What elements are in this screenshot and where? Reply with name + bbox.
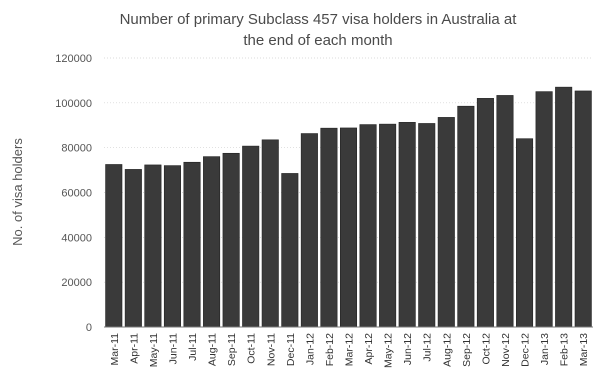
x-tick-label: Jan-12 (304, 333, 316, 365)
x-tick-label: Nov-12 (500, 333, 512, 367)
y-tick-label: 40000 (61, 232, 92, 244)
bar-Sep-12 (457, 105, 475, 328)
y-axis-label: No. of visa holders (10, 138, 25, 246)
bar-Mar-12 (339, 127, 358, 328)
x-tick-label: Dec-12 (520, 333, 532, 367)
bar-Dec-12 (516, 138, 534, 328)
bar-Nov-11 (261, 139, 279, 328)
bar-Nov-12 (496, 95, 514, 328)
x-tick-label: Aug-11 (207, 333, 219, 366)
chart-title-line1: Number of primary Subclass 457 visa hold… (120, 11, 518, 28)
x-tick-label: Jul-12 (422, 333, 434, 362)
x-tick-label: Jan-13 (539, 333, 551, 365)
y-tick-label: 60000 (61, 188, 92, 200)
bar-Apr-12 (359, 124, 377, 328)
bar-Jun-11 (163, 165, 181, 328)
y-axis-ticks: 0 20000 40000 60000 80000 100000 120000 (55, 53, 92, 334)
bar-Mar-13 (574, 90, 592, 328)
x-tick-label: May-12 (383, 333, 395, 368)
x-tick-label: Jun-11 (167, 333, 179, 364)
bar-Mar-11 (105, 164, 123, 328)
y-tick-label: 120000 (55, 53, 92, 65)
y-tick-label: 100000 (55, 98, 92, 110)
x-tick-label: Feb-13 (559, 333, 571, 366)
bar-Apr-11 (124, 169, 142, 328)
x-tick-label: Jun-12 (402, 333, 414, 365)
x-tick-label: Mar-12 (344, 333, 356, 366)
x-tick-label: Nov-11 (265, 333, 277, 366)
x-tick-label: Jul-11 (187, 333, 199, 361)
y-tick-label: 80000 (61, 143, 92, 155)
x-tick-label: Oct-12 (480, 333, 492, 365)
bar-Feb-13 (555, 86, 573, 328)
bar-Feb-12 (320, 127, 338, 328)
y-tick-label: 20000 (61, 277, 92, 289)
bar-Jan-13 (535, 91, 553, 328)
bar-Jul-11 (183, 161, 201, 328)
x-tick-label: Apr-11 (128, 333, 140, 364)
x-tick-label: Feb-12 (324, 333, 336, 366)
bars (105, 86, 592, 328)
bar-Sep-11 (222, 152, 240, 328)
y-tick-label: 0 (86, 322, 92, 334)
x-tick-label: May-11 (148, 333, 160, 367)
x-tick-label: Dec-11 (285, 333, 297, 366)
bar-Oct-12 (476, 98, 494, 328)
bar-May-12 (379, 123, 397, 328)
bar-Jan-12 (300, 133, 318, 328)
bar-Aug-12 (437, 117, 455, 328)
bar-Oct-11 (242, 145, 260, 328)
bar-Dec-11 (281, 173, 299, 328)
x-tick-label: Apr-12 (363, 333, 375, 365)
x-tick-label: Aug-12 (441, 333, 453, 367)
chart-title-line2: the end of each month (243, 32, 392, 49)
x-axis-ticks: Mar-11 Apr-11 May-11 Jun-11 Jul-11 Aug-11 Sep-… (109, 333, 590, 368)
x-tick-label: Oct-11 (246, 333, 258, 364)
x-tick-label: Mar-13 (578, 333, 590, 366)
bar-Jul-12 (418, 123, 436, 328)
bar-Jun-12 (398, 122, 416, 328)
bar-Aug-11 (203, 156, 221, 328)
x-tick-label: Sep-12 (461, 333, 473, 367)
x-tick-label: Sep-11 (226, 333, 238, 366)
bar-May-11 (144, 164, 162, 328)
x-tick-label: Mar-11 (109, 333, 121, 366)
